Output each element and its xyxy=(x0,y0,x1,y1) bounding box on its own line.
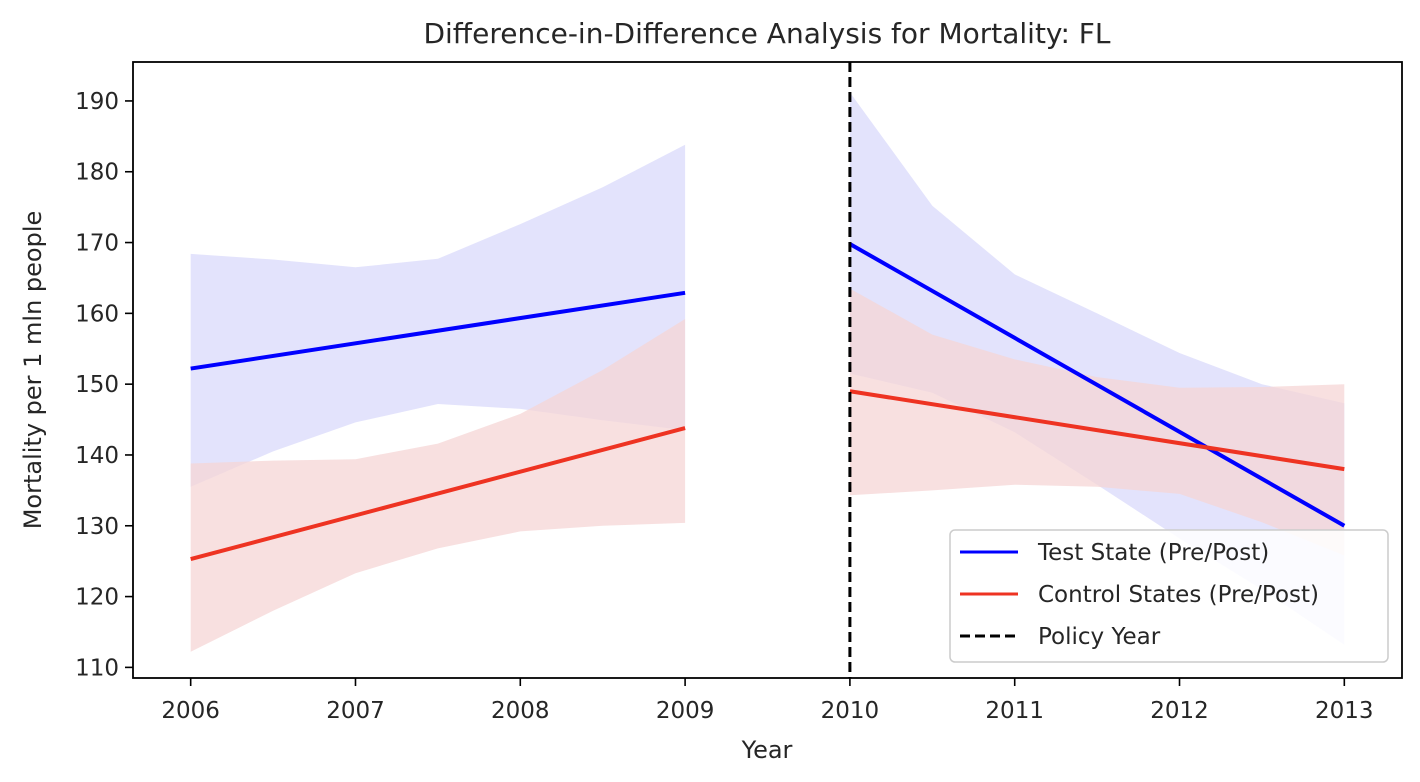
y-axis: 110 120 130 140 150 160 170 180 190 xyxy=(75,89,133,681)
line-series1-pre xyxy=(190,426,686,561)
legend-label-1: Control States (Pre/Post) xyxy=(1038,582,1319,608)
y-tick-label-140: 140 xyxy=(75,443,119,469)
line-series0-pre xyxy=(190,290,686,371)
x-tick-label-2010: 2010 xyxy=(821,698,880,724)
x-axis-label: Year xyxy=(741,736,793,764)
x-tick-label-2009: 2009 xyxy=(656,698,715,724)
x-axis: 2006 2007 2008 2009 2010 2011 2012 2013 xyxy=(161,678,1374,724)
legend: Test State (Pre/Post) Control States (Pre… xyxy=(949,529,1389,663)
x-tick-label-2012: 2012 xyxy=(1150,698,1209,724)
x-tick-label-2006: 2006 xyxy=(161,698,220,724)
band-series1-post xyxy=(849,288,1345,556)
x-tick-label-2011: 2011 xyxy=(985,698,1044,724)
y-axis-label: Mortality per 1 mln people xyxy=(19,211,47,530)
line-series0-post xyxy=(848,242,1346,528)
legend-label-2: Policy Year xyxy=(1038,624,1161,650)
x-tick-label-2008: 2008 xyxy=(491,698,550,724)
line-series1-post xyxy=(849,389,1345,472)
x-tick-label-2013: 2013 xyxy=(1315,698,1374,724)
y-tick-label-120: 120 xyxy=(75,585,119,611)
legend-box xyxy=(949,529,1389,663)
series-lines xyxy=(190,242,1346,561)
y-tick-label-180: 180 xyxy=(75,160,119,186)
confidence-bands xyxy=(190,92,1345,652)
legend-label-0: Test State (Pre/Post) xyxy=(1037,540,1269,566)
y-tick-label-130: 130 xyxy=(75,514,119,540)
y-tick-label-110: 110 xyxy=(75,655,119,681)
band-series1-pre xyxy=(190,319,686,652)
plot-frame xyxy=(132,61,1403,679)
y-tick-label-160: 160 xyxy=(75,301,119,327)
y-tick-label-170: 170 xyxy=(75,231,119,257)
x-tick-label-2007: 2007 xyxy=(326,698,385,724)
y-tick-label-190: 190 xyxy=(75,89,119,115)
chart-title: Difference-in-Difference Analysis for Mo… xyxy=(423,17,1110,50)
y-tick-label-150: 150 xyxy=(75,372,119,398)
